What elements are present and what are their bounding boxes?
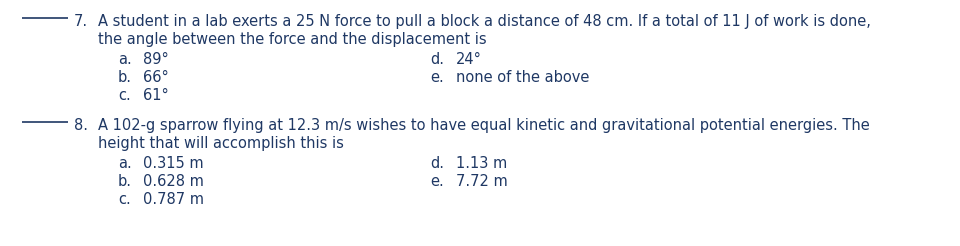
Text: d.: d.: [430, 52, 444, 67]
Text: c.: c.: [118, 192, 131, 207]
Text: 7.: 7.: [74, 14, 88, 29]
Text: 0.787 m: 0.787 m: [143, 192, 204, 207]
Text: c.: c.: [118, 88, 131, 103]
Text: A 102-g sparrow flying at 12.3 m/s wishes to have equal kinetic and gravitationa: A 102-g sparrow flying at 12.3 m/s wishe…: [98, 118, 870, 133]
Text: d.: d.: [430, 156, 444, 171]
Text: b.: b.: [118, 70, 132, 85]
Text: 1.13 m: 1.13 m: [456, 156, 507, 171]
Text: 24°: 24°: [456, 52, 482, 67]
Text: 8.: 8.: [74, 118, 88, 133]
Text: none of the above: none of the above: [456, 70, 589, 85]
Text: A student in a lab exerts a 25 N force to pull a block a distance of 48 cm. If a: A student in a lab exerts a 25 N force t…: [98, 14, 871, 29]
Text: 7.72 m: 7.72 m: [456, 174, 508, 189]
Text: 66°: 66°: [143, 70, 169, 85]
Text: a.: a.: [118, 52, 132, 67]
Text: 0.628 m: 0.628 m: [143, 174, 204, 189]
Text: e.: e.: [430, 70, 444, 85]
Text: the angle between the force and the displacement is: the angle between the force and the disp…: [98, 32, 487, 47]
Text: b.: b.: [118, 174, 132, 189]
Text: e.: e.: [430, 174, 444, 189]
Text: 61°: 61°: [143, 88, 169, 103]
Text: 89°: 89°: [143, 52, 169, 67]
Text: a.: a.: [118, 156, 132, 171]
Text: 0.315 m: 0.315 m: [143, 156, 204, 171]
Text: height that will accomplish this is: height that will accomplish this is: [98, 136, 344, 151]
